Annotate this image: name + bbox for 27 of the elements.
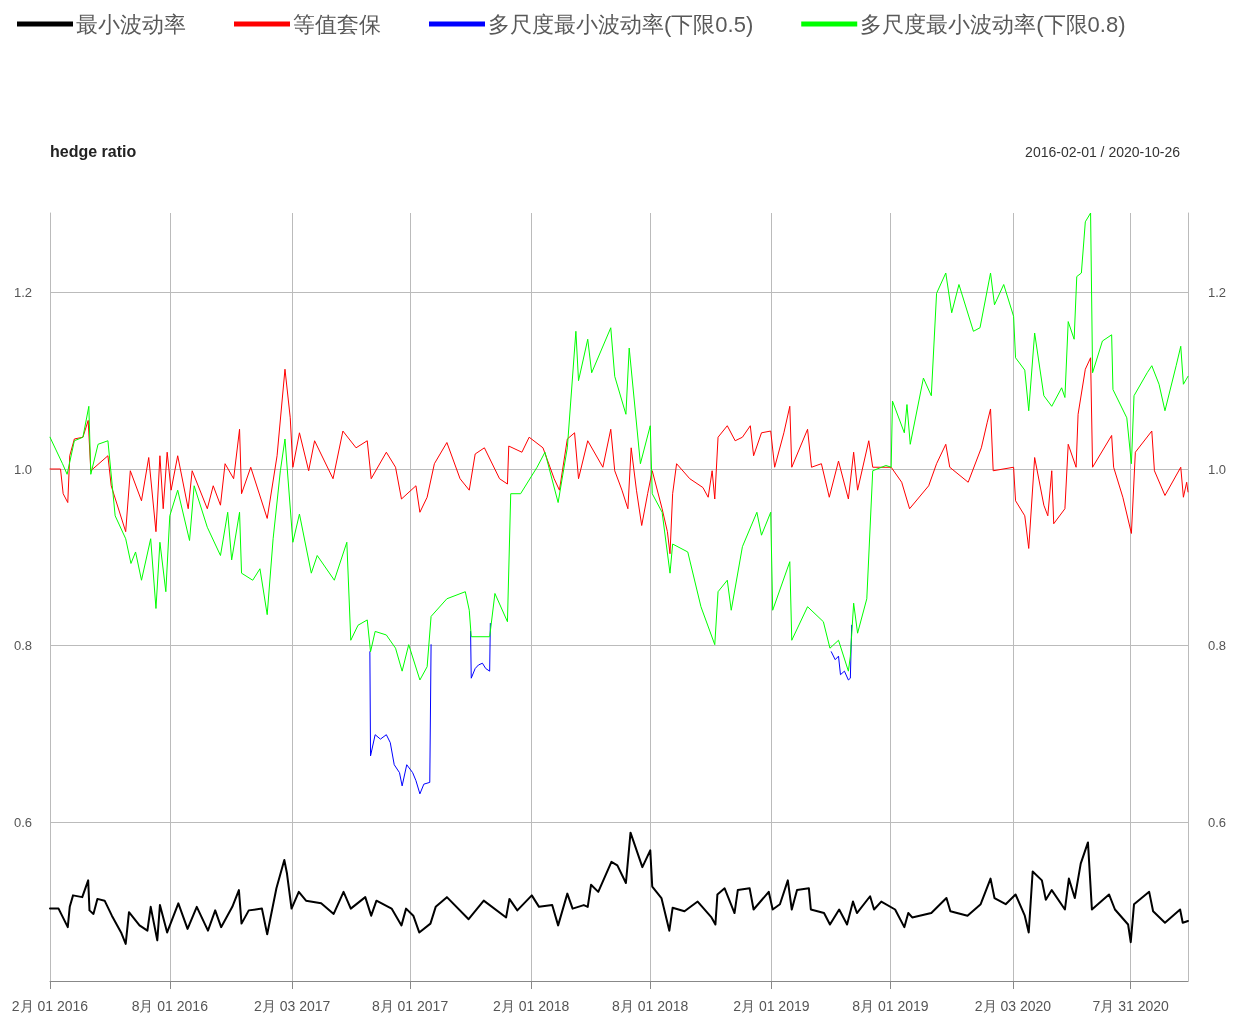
legend-label: 多尺度最小波动率(下限0.5) — [488, 11, 754, 37]
legend-label: 等值套保 — [293, 11, 381, 37]
chart-title: hedge ratio — [50, 142, 137, 160]
y2-tick-label: 1.2 — [1208, 284, 1227, 300]
x-tick-label: 2月 03 2017 — [254, 998, 331, 1014]
x-tick-label: 2月 01 2016 — [11, 998, 89, 1014]
y2-tick-label: 1.0 — [1208, 461, 1227, 477]
y-tick-label: 1.2 — [13, 284, 32, 300]
x-tick-label: 2月 01 2018 — [492, 998, 570, 1014]
line-series — [49, 212, 1189, 681]
x-tick-label: 8月 01 2017 — [371, 998, 449, 1014]
x-tick-label: 2月 01 2019 — [733, 998, 810, 1014]
x-tick-label: 8月 01 2018 — [612, 998, 689, 1014]
legend-label: 最小波动率 — [76, 11, 186, 37]
y-tick-label: 0.8 — [13, 638, 32, 654]
x-tick-label: 2月 03 2020 — [974, 998, 1052, 1014]
legend-label: 多尺度最小波动率(下限0.8) — [860, 11, 1126, 37]
x-tick-label: 8月 01 2016 — [131, 998, 209, 1014]
x-tick-label: 8月 01 2019 — [852, 998, 929, 1014]
x-tick-label: 7月 31 2020 — [1092, 998, 1170, 1014]
line-series — [49, 831, 1189, 945]
y-tick-label: 1.0 — [13, 461, 32, 477]
line-series — [49, 357, 1189, 555]
y2-tick-label: 0.6 — [1208, 814, 1227, 830]
chart-subtitle: 2016-02-01 / 2020-10-26 — [1025, 144, 1181, 160]
y-tick-label: 0.6 — [13, 814, 32, 830]
y2-tick-label: 0.8 — [1208, 638, 1227, 654]
